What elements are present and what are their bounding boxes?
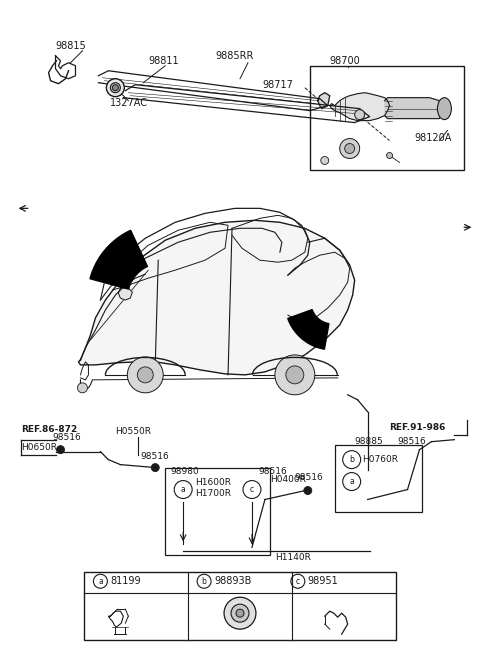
Circle shape — [112, 84, 119, 90]
Text: 98516: 98516 — [52, 433, 81, 442]
Text: 98885: 98885 — [355, 437, 384, 446]
Circle shape — [110, 83, 120, 92]
Polygon shape — [78, 220, 355, 375]
Text: 98516: 98516 — [140, 452, 169, 461]
Polygon shape — [330, 92, 390, 121]
Polygon shape — [288, 310, 329, 349]
Text: H0400R: H0400R — [270, 475, 306, 484]
Circle shape — [127, 357, 163, 393]
Circle shape — [151, 464, 159, 472]
Bar — [310, 66, 464, 170]
Bar — [165, 468, 270, 555]
Text: c: c — [250, 485, 254, 494]
Circle shape — [386, 153, 393, 159]
Text: 98700: 98700 — [330, 56, 360, 66]
Polygon shape — [90, 231, 147, 289]
Circle shape — [231, 604, 249, 622]
Text: H0550R: H0550R — [115, 427, 151, 436]
Text: 98811: 98811 — [148, 56, 179, 66]
Circle shape — [286, 366, 304, 384]
Text: a: a — [181, 485, 186, 494]
Circle shape — [107, 79, 124, 97]
Circle shape — [304, 487, 312, 495]
Circle shape — [137, 367, 153, 383]
Ellipse shape — [437, 98, 451, 120]
Text: 9885RR: 9885RR — [215, 51, 253, 61]
Text: c: c — [296, 577, 300, 586]
Text: b: b — [349, 455, 354, 464]
Text: b: b — [202, 577, 206, 586]
Text: H0650R: H0650R — [21, 443, 57, 452]
Circle shape — [275, 355, 315, 395]
Text: a: a — [349, 477, 354, 486]
Circle shape — [340, 139, 360, 159]
Text: 98516: 98516 — [295, 473, 324, 482]
Polygon shape — [119, 288, 132, 300]
Circle shape — [345, 143, 355, 153]
Bar — [84, 572, 396, 640]
Text: H1600R: H1600R — [195, 478, 231, 487]
Text: REF.86-872: REF.86-872 — [21, 425, 77, 434]
Text: 98815: 98815 — [56, 41, 86, 51]
Text: 98516: 98516 — [258, 467, 287, 476]
Circle shape — [355, 109, 365, 120]
Circle shape — [321, 157, 329, 164]
Text: H1700R: H1700R — [195, 489, 231, 498]
Text: 98893B: 98893B — [214, 576, 252, 586]
Text: H1140R: H1140R — [275, 553, 311, 562]
Text: 81199: 81199 — [110, 576, 141, 586]
Circle shape — [224, 597, 256, 629]
Circle shape — [236, 609, 244, 617]
Bar — [335, 445, 422, 512]
Text: 1327AC: 1327AC — [110, 98, 148, 107]
Text: REF.91-986: REF.91-986 — [390, 423, 446, 432]
Circle shape — [57, 445, 64, 454]
Text: a: a — [98, 577, 103, 586]
Circle shape — [77, 383, 87, 393]
Text: 98980: 98980 — [170, 467, 199, 476]
Text: 98951: 98951 — [308, 576, 338, 586]
Text: H0760R: H0760R — [361, 455, 397, 464]
Polygon shape — [318, 92, 330, 109]
Text: 98717: 98717 — [262, 80, 293, 90]
Text: 98120A: 98120A — [415, 132, 452, 143]
Text: 98516: 98516 — [397, 437, 426, 446]
Polygon shape — [384, 98, 444, 119]
